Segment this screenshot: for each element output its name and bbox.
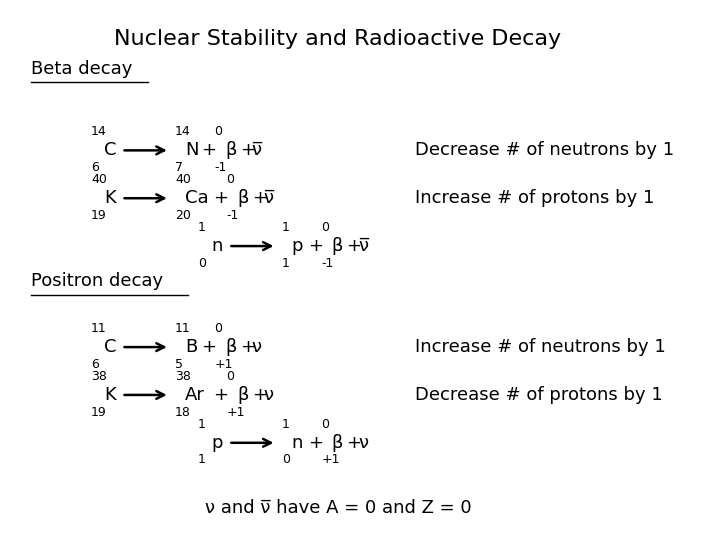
Text: Decrease # of protons by 1: Decrease # of protons by 1 (415, 386, 662, 404)
Text: β: β (332, 237, 343, 255)
Text: 1: 1 (198, 221, 206, 234)
Text: +: + (240, 338, 255, 356)
Text: 7: 7 (175, 161, 183, 174)
Text: n: n (292, 434, 303, 452)
Text: +: + (252, 386, 267, 404)
Text: n: n (211, 237, 222, 255)
Text: Decrease # of neutrons by 1: Decrease # of neutrons by 1 (415, 141, 674, 159)
Text: Nuclear Stability and Radioactive Decay: Nuclear Stability and Radioactive Decay (114, 29, 562, 49)
Text: 0: 0 (215, 125, 222, 138)
Text: 11: 11 (175, 322, 191, 335)
Text: +1: +1 (215, 357, 233, 371)
Text: 6: 6 (91, 357, 99, 371)
Text: 1: 1 (282, 256, 289, 269)
Text: 0: 0 (226, 173, 235, 186)
Text: +: + (346, 237, 361, 255)
Text: K: K (104, 189, 116, 207)
Text: 19: 19 (91, 209, 107, 222)
Text: Ar: Ar (185, 386, 205, 404)
Text: 0: 0 (215, 322, 222, 335)
Text: +: + (213, 386, 228, 404)
Text: -1: -1 (226, 209, 239, 222)
Text: K: K (104, 386, 116, 404)
Text: 11: 11 (91, 322, 107, 335)
Text: Increase # of protons by 1: Increase # of protons by 1 (415, 189, 654, 207)
Text: 18: 18 (175, 406, 191, 419)
Text: β: β (225, 141, 236, 159)
Text: 0: 0 (282, 454, 289, 467)
Text: ν̅: ν̅ (359, 237, 369, 255)
Text: β: β (237, 189, 248, 207)
Text: 0: 0 (321, 221, 329, 234)
Text: β: β (332, 434, 343, 452)
Text: 38: 38 (175, 370, 191, 383)
Text: 40: 40 (175, 173, 191, 186)
Text: +: + (201, 141, 216, 159)
Text: p: p (292, 237, 303, 255)
Text: 1: 1 (198, 454, 206, 467)
Text: C: C (104, 141, 117, 159)
Text: ν: ν (264, 386, 274, 404)
Text: ν̅: ν̅ (252, 141, 262, 159)
Text: +: + (240, 141, 255, 159)
Text: β: β (237, 386, 248, 404)
Text: N: N (185, 141, 199, 159)
Text: +: + (201, 338, 216, 356)
Text: 14: 14 (91, 125, 107, 138)
Text: -1: -1 (215, 161, 227, 174)
Text: B: B (185, 338, 197, 356)
Text: +: + (346, 434, 361, 452)
Text: 5: 5 (175, 357, 183, 371)
Text: +: + (308, 434, 323, 452)
Text: ν and ν̅ have A = 0 and Z = 0: ν and ν̅ have A = 0 and Z = 0 (204, 499, 471, 517)
Text: Positron decay: Positron decay (31, 272, 163, 290)
Text: +: + (213, 189, 228, 207)
Text: Beta decay: Beta decay (31, 59, 132, 78)
Text: 0: 0 (321, 417, 329, 430)
Text: +: + (252, 189, 267, 207)
Text: ν: ν (252, 338, 262, 356)
Text: 14: 14 (175, 125, 191, 138)
Text: +: + (308, 237, 323, 255)
Text: -1: -1 (321, 256, 333, 269)
Text: p: p (211, 434, 222, 452)
Text: 38: 38 (91, 370, 107, 383)
Text: ν̅: ν̅ (264, 189, 274, 207)
Text: 40: 40 (91, 173, 107, 186)
Text: C: C (104, 338, 117, 356)
Text: 0: 0 (198, 256, 206, 269)
Text: 20: 20 (175, 209, 191, 222)
Text: 1: 1 (282, 221, 289, 234)
Text: Ca: Ca (185, 189, 209, 207)
Text: β: β (225, 338, 236, 356)
Text: 6: 6 (91, 161, 99, 174)
Text: Increase # of neutrons by 1: Increase # of neutrons by 1 (415, 338, 665, 356)
Text: ν: ν (359, 434, 369, 452)
Text: 1: 1 (282, 417, 289, 430)
Text: 19: 19 (91, 406, 107, 419)
Text: 0: 0 (226, 370, 235, 383)
Text: +1: +1 (226, 406, 245, 419)
Text: 1: 1 (198, 417, 206, 430)
Text: +1: +1 (321, 454, 340, 467)
